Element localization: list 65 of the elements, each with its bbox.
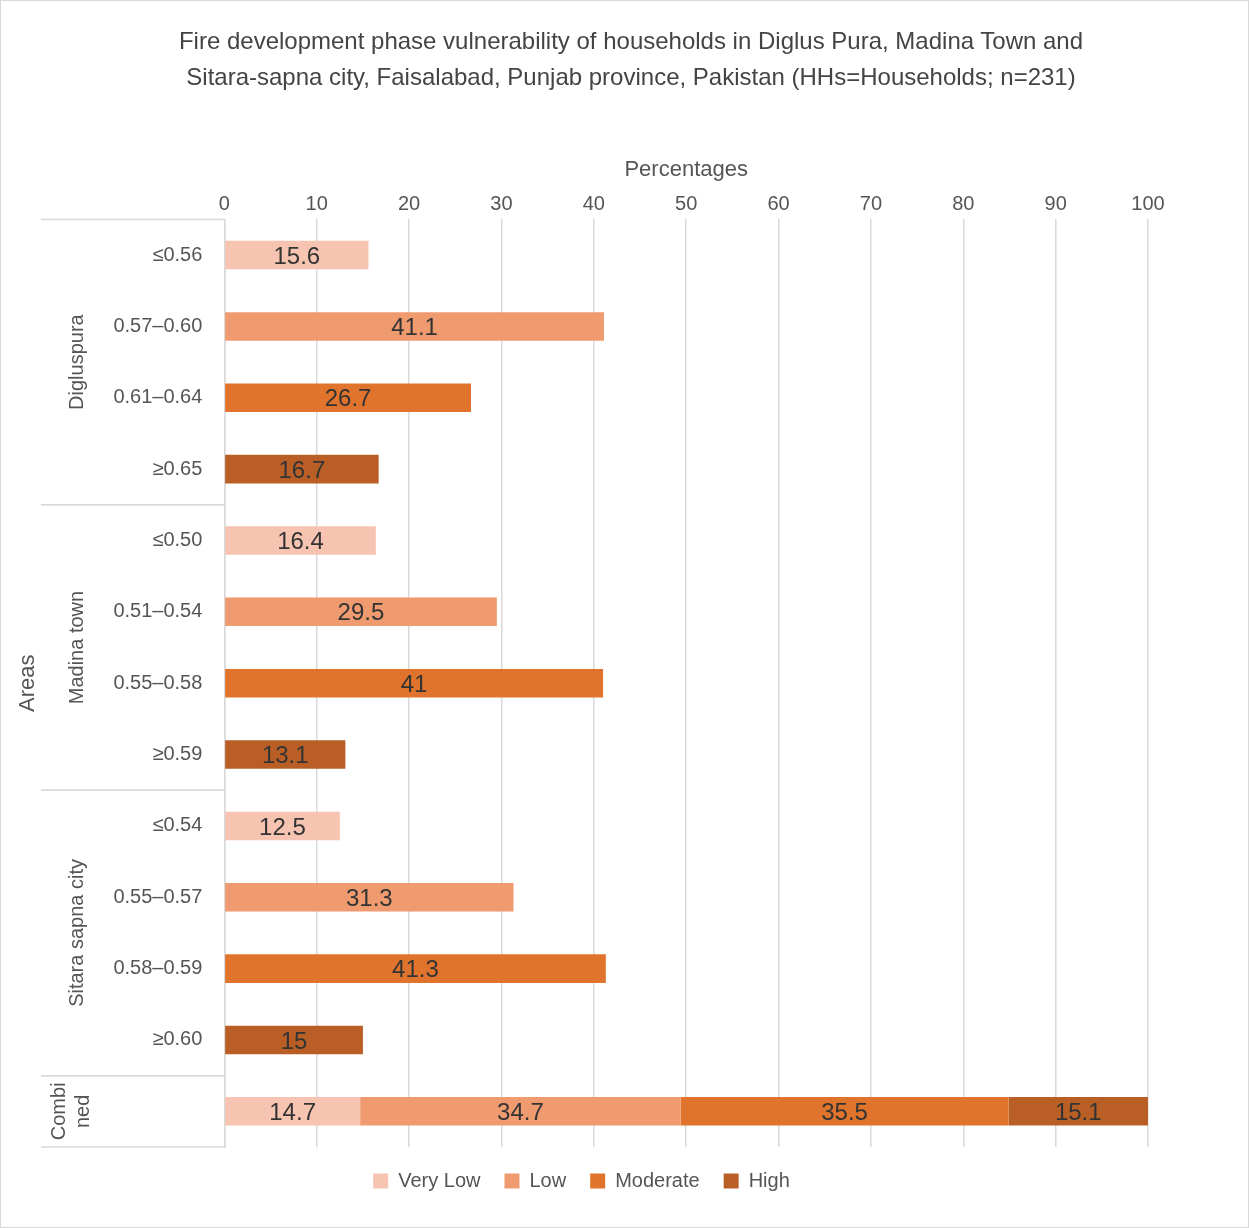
data-label: 16.7 bbox=[278, 455, 326, 483]
legend-label: Moderate bbox=[615, 1168, 700, 1191]
bar bbox=[225, 1097, 361, 1126]
text: Sitara sapna city bbox=[64, 859, 87, 1007]
bar bbox=[225, 240, 369, 270]
legend-label: High bbox=[748, 1168, 790, 1191]
x-tick-label: 90 bbox=[1044, 191, 1067, 214]
bar bbox=[225, 668, 604, 698]
data-label: 14.7 bbox=[269, 1097, 316, 1125]
data-label: 35.5 bbox=[821, 1097, 868, 1125]
x-tick-label: 50 bbox=[675, 191, 698, 214]
y-tick-label: ≥0.65 bbox=[152, 456, 203, 479]
x-tick-label: 30 bbox=[490, 191, 513, 214]
data-label: 13.1 bbox=[261, 741, 309, 769]
y-tick-label: 0.61–0.64 bbox=[113, 385, 203, 408]
chart-title: Fire development phase vulnerability of households in Diglus Pura, Madina Town and Sitara-sapna city, Faisalabad, Punjab province, Pakistan (HHs=Households; n=231) bbox=[177, 26, 1085, 92]
y-tick-label: 0.58–0.59 bbox=[113, 956, 203, 979]
bar bbox=[225, 454, 379, 484]
data-label: 31.3 bbox=[345, 883, 393, 911]
x-tick-label: 10 bbox=[305, 191, 328, 214]
bar bbox=[225, 1025, 363, 1055]
bar bbox=[680, 1097, 1009, 1126]
bar bbox=[225, 312, 604, 341]
data-label: 29.5 bbox=[337, 598, 385, 626]
x-axis-title: Percentages bbox=[624, 156, 748, 182]
y-tick-label: ≤0.56 bbox=[152, 242, 203, 265]
x-tick-label: 70 bbox=[859, 191, 883, 214]
y-tick-label: 0.51–0.54 bbox=[113, 599, 203, 622]
x-tick-label: 0 bbox=[218, 191, 230, 214]
y-tick-label: 0.55–0.58 bbox=[113, 670, 203, 693]
text: Combined bbox=[46, 1082, 93, 1141]
y-tick-label: ≥0.59 bbox=[152, 742, 203, 765]
bar bbox=[225, 882, 514, 912]
data-label: 41.3 bbox=[392, 955, 439, 983]
y-tick-label: 0.57–0.60 bbox=[113, 313, 203, 336]
data-label: 41.1 bbox=[391, 313, 438, 341]
bar bbox=[225, 597, 497, 627]
data-label: 15 bbox=[280, 1026, 308, 1054]
text: Madina town bbox=[64, 590, 87, 705]
y-tick-label: ≥0.60 bbox=[152, 1027, 203, 1050]
x-tick-label: 40 bbox=[582, 191, 605, 214]
data-label: 15.1 bbox=[1054, 1097, 1102, 1125]
data-label: 15.6 bbox=[273, 241, 321, 269]
bar bbox=[225, 740, 346, 769]
data-label: 34.7 bbox=[497, 1097, 544, 1125]
data-label: 12.5 bbox=[259, 812, 306, 840]
data-label: 26.7 bbox=[324, 384, 372, 412]
y-tick-label: ≤0.54 bbox=[152, 813, 203, 836]
bar bbox=[225, 526, 376, 555]
x-tick-label: 60 bbox=[767, 191, 790, 214]
x-tick-label: 100 bbox=[1131, 191, 1165, 214]
legend-label: Low bbox=[529, 1168, 567, 1191]
bar bbox=[1008, 1097, 1148, 1126]
x-tick-label: 20 bbox=[397, 191, 421, 214]
data-label: 16.4 bbox=[277, 527, 324, 555]
y-tick-label: 0.55–0.57 bbox=[113, 884, 203, 907]
y-tick-label: ≤0.50 bbox=[152, 528, 203, 551]
x-tick-label: 80 bbox=[952, 191, 975, 214]
y-axis-title: Areas bbox=[14, 654, 40, 712]
legend-label: Very Low bbox=[398, 1168, 482, 1191]
text: Digluspura bbox=[64, 313, 87, 410]
bar bbox=[225, 954, 606, 983]
bar bbox=[360, 1097, 681, 1126]
data-label: 41 bbox=[400, 669, 428, 697]
bar bbox=[225, 383, 471, 413]
